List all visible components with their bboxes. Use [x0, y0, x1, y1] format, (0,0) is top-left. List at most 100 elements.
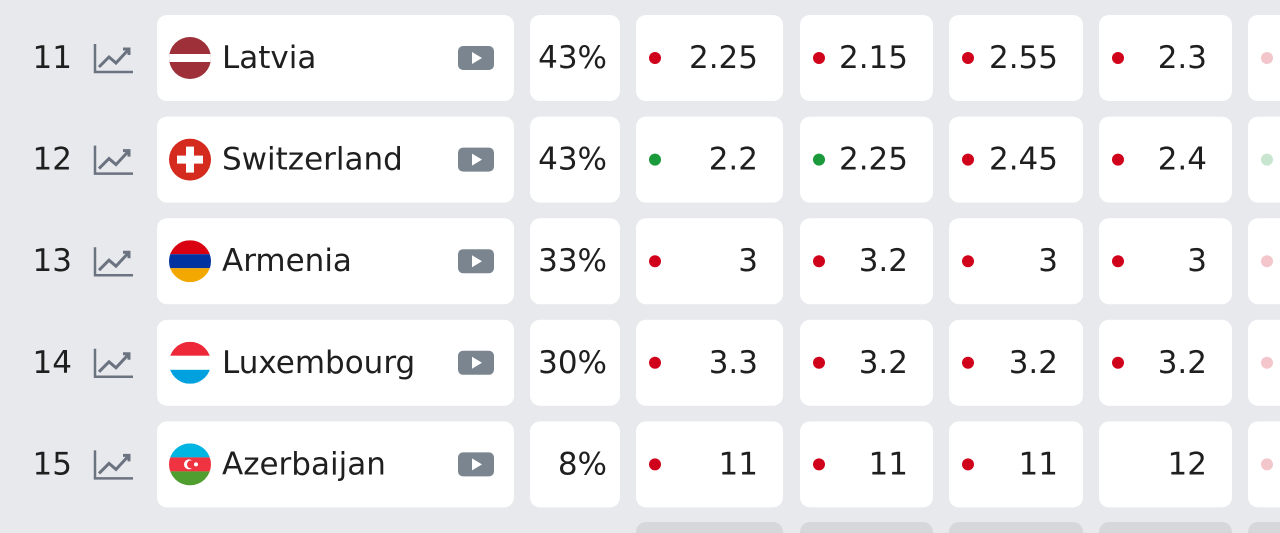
- odds-cell[interactable]: [949, 116, 1083, 203]
- percent-cell: [530, 15, 620, 101]
- percent: 8%: [558, 446, 607, 482]
- odds-value: 2.2: [709, 142, 758, 178]
- trend-dot: [1112, 52, 1124, 64]
- odds-cell[interactable]: [949, 421, 1083, 508]
- next-row-edge: [636, 522, 1280, 533]
- trend-dot: [1112, 153, 1124, 166]
- country-cell[interactable]: [157, 319, 514, 406]
- odds-cell[interactable]: [1099, 116, 1232, 203]
- rank: 12: [33, 142, 72, 178]
- odds-cell[interactable]: [636, 218, 783, 305]
- trend-dot: [1261, 153, 1273, 166]
- rank: 14: [33, 345, 72, 381]
- trend-icon[interactable]: [93, 144, 135, 176]
- odds-cell[interactable]: [949, 319, 1083, 406]
- trend-dot: [1112, 255, 1124, 268]
- percent: 33%: [538, 243, 607, 279]
- flag: [169, 139, 211, 181]
- trend-icon[interactable]: [93, 42, 135, 74]
- odds-cell[interactable]: [800, 421, 933, 508]
- odds-cell[interactable]: [636, 116, 783, 203]
- odds-cell[interactable]: [800, 15, 933, 101]
- flag: [169, 240, 211, 282]
- trend-dot: [962, 52, 974, 64]
- odds-cell[interactable]: [1099, 15, 1232, 101]
- country-name: Latvia: [222, 40, 316, 76]
- trend-dot: [962, 153, 974, 166]
- odds-value: 3.2: [859, 345, 908, 381]
- odds-value: 3.2: [1009, 345, 1058, 381]
- odds-cell[interactable]: [1099, 218, 1232, 305]
- trend-icon[interactable]: [93, 347, 135, 379]
- odds-cell[interactable]: [949, 15, 1083, 101]
- percent-cell: [530, 218, 620, 305]
- play-icon[interactable]: [458, 350, 494, 375]
- trend-dot: [649, 153, 661, 166]
- odds-cell[interactable]: [800, 116, 933, 203]
- country-name: Armenia: [222, 243, 352, 279]
- trend-dot: [1261, 356, 1273, 369]
- odds-cell[interactable]: [800, 319, 933, 406]
- trend-dot: [649, 458, 661, 471]
- trend-icon[interactable]: [93, 448, 135, 480]
- odds-cell[interactable]: [636, 319, 783, 406]
- odds-value: 2.45: [989, 142, 1058, 178]
- odds-value: 2.15: [839, 40, 908, 76]
- country-name: Azerbaijan: [222, 446, 386, 482]
- odds-value: 3: [1038, 243, 1058, 279]
- odds-value: 12: [1168, 446, 1207, 482]
- trend-dot: [962, 255, 974, 268]
- play-icon[interactable]: [458, 452, 494, 477]
- trend-dot: [813, 255, 825, 268]
- trend-dot: [813, 458, 825, 471]
- odds-value: 2.25: [689, 40, 758, 76]
- trend-dot: [1112, 356, 1124, 369]
- flag: [169, 342, 211, 384]
- rank: 15: [33, 446, 72, 482]
- trend-dot: [813, 356, 825, 369]
- trend-dot: [649, 356, 661, 369]
- trend-icon[interactable]: [93, 245, 135, 277]
- country-name: Luxembourg: [222, 345, 415, 381]
- odds-value: 11: [869, 446, 908, 482]
- odds-cell[interactable]: [1099, 319, 1232, 406]
- trend-dot: [962, 458, 974, 471]
- odds-cell[interactable]: [949, 218, 1083, 305]
- country-name: Switzerland: [222, 142, 403, 178]
- odds-cell[interactable]: [1099, 421, 1232, 508]
- percent-cell: [530, 421, 620, 508]
- country-cell[interactable]: [157, 15, 514, 101]
- country-cell[interactable]: [157, 116, 514, 203]
- trend-dot: [1261, 52, 1273, 64]
- country-cell[interactable]: [157, 218, 514, 305]
- rank: 11: [33, 40, 72, 76]
- odds-value: 2.4: [1158, 142, 1207, 178]
- trend-dot: [649, 52, 661, 64]
- odds-value: 3.3: [709, 345, 758, 381]
- odds-cell[interactable]: [636, 421, 783, 508]
- odds-value: 2.55: [989, 40, 1058, 76]
- flag: [169, 37, 211, 79]
- trend-dot: [1261, 255, 1273, 268]
- odds-value: 11: [719, 446, 758, 482]
- odds-value: 2.25: [839, 142, 908, 178]
- percent: 30%: [538, 345, 607, 381]
- trend-dot: [962, 356, 974, 369]
- odds-value: 11: [1019, 446, 1058, 482]
- play-icon[interactable]: [458, 249, 494, 274]
- odds-value: 3.2: [859, 243, 908, 279]
- odds-value: 3: [1187, 243, 1207, 279]
- trend-dot: [649, 255, 661, 268]
- odds-value: 3: [738, 243, 758, 279]
- odds-cell[interactable]: [800, 218, 933, 305]
- trend-dot: [813, 153, 825, 166]
- trend-dot: [1261, 458, 1273, 471]
- odds-cell[interactable]: [636, 15, 783, 101]
- percent: 43%: [538, 40, 607, 76]
- country-cell[interactable]: [157, 421, 514, 508]
- play-icon[interactable]: [458, 46, 494, 70]
- trend-dot: [813, 52, 825, 64]
- play-icon[interactable]: [458, 147, 494, 172]
